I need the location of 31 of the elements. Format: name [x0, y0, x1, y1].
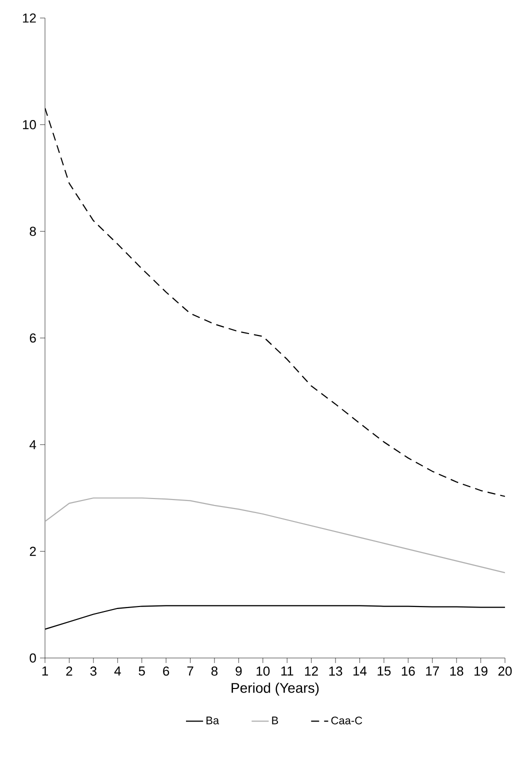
- x-tick-label: 10: [256, 666, 270, 676]
- x-tick-label: 8: [211, 666, 218, 676]
- y-tick-label: 4: [30, 440, 36, 450]
- x-tick-label: 15: [378, 666, 391, 676]
- y-tick-label: 12: [22, 13, 36, 23]
- x-tick-label: 13: [329, 666, 342, 676]
- y-tick-label: 8: [30, 226, 36, 236]
- x-tick-label: 3: [90, 666, 96, 676]
- y-tick-label: 2: [30, 546, 36, 556]
- x-tick-label: 18: [450, 666, 464, 676]
- x-axis-title: Period (Years): [232, 682, 319, 696]
- legend-label: B: [272, 716, 278, 724]
- x-tick-label: 1: [42, 666, 48, 676]
- y-tick-label: 10: [22, 120, 36, 130]
- x-tick-label: 4: [114, 666, 121, 676]
- x-tick-label: 20: [498, 666, 512, 676]
- y-tick-label: 0: [30, 653, 36, 663]
- x-tick-label: 19: [474, 666, 488, 676]
- legend-label: Ba: [206, 716, 220, 724]
- x-tick-label: 7: [187, 666, 194, 676]
- x-tick-label: 11: [281, 666, 294, 676]
- x-tick-label: 16: [402, 666, 415, 676]
- x-tick-label: 5: [138, 666, 145, 676]
- x-tick-label: 2: [66, 666, 72, 676]
- x-tick-label: 14: [353, 666, 367, 676]
- x-tick-label: 17: [426, 666, 439, 676]
- legend-label: Caa-C: [331, 716, 362, 724]
- x-tick-label: 9: [236, 666, 242, 676]
- y-tick-label: 6: [30, 333, 36, 343]
- x-tick-label: 12: [305, 666, 318, 676]
- x-tick-label: 6: [163, 666, 170, 676]
